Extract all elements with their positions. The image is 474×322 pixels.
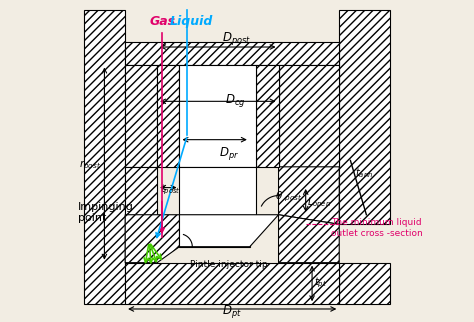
Polygon shape [125, 215, 180, 263]
Bar [180, 215, 250, 247]
Bar [339, 10, 391, 224]
Bar [125, 167, 157, 215]
Bar [256, 65, 279, 167]
Bar [125, 65, 157, 167]
Bar [279, 65, 339, 167]
Text: Impinging
point: Impinging point [78, 202, 134, 223]
Bar [180, 65, 256, 167]
Text: Liquid: Liquid [170, 15, 213, 28]
Text: $L_{open}$: $L_{open}$ [307, 195, 331, 210]
Text: $\theta$ $_{post}$: $\theta$ $_{post}$ [275, 189, 302, 204]
Text: Pintle injector tip: Pintle injector tip [190, 260, 268, 270]
Bar [180, 167, 256, 215]
Bar [83, 10, 125, 304]
Text: $t_{pt}$: $t_{pt}$ [314, 275, 327, 290]
Text: $t_{post}$: $t_{post}$ [160, 183, 180, 197]
Polygon shape [279, 215, 339, 263]
Bar [125, 263, 339, 304]
Text: $D_{pr}$: $D_{pr}$ [219, 145, 239, 162]
Text: $D_{cg}$: $D_{cg}$ [225, 92, 246, 109]
Text: $t_{ann}$: $t_{ann}$ [355, 166, 373, 180]
Text: $D_{post}$: $D_{post}$ [222, 30, 252, 47]
Bar [157, 65, 180, 167]
Text: $D_{pt}$: $D_{pt}$ [222, 303, 242, 320]
Bar [125, 42, 339, 65]
Polygon shape [180, 215, 279, 247]
Text: $\theta$ pt: $\theta$ pt [200, 229, 222, 243]
Text: The minimum liquid
outlet cross -section: The minimum liquid outlet cross -section [331, 218, 423, 238]
Bar [125, 215, 157, 263]
Bar [339, 263, 391, 304]
Text: $r_{post}$: $r_{post}$ [79, 158, 101, 172]
Text: Gas: Gas [150, 15, 176, 28]
Polygon shape [279, 167, 339, 224]
